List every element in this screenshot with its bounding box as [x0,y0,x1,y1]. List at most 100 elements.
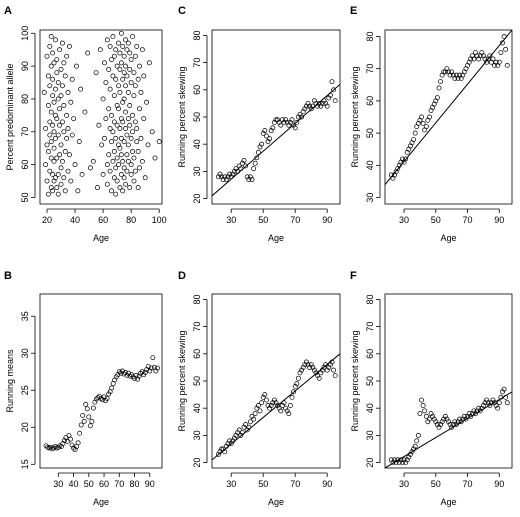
x-tick-label: 30 [399,215,409,225]
data-point [438,422,444,427]
regression-line [212,353,340,461]
data-point [308,106,314,112]
data-point [48,139,54,145]
data-point [51,60,57,66]
data-point [100,172,106,177]
data-point [427,114,432,120]
data-point [104,181,110,187]
data-point [130,129,136,135]
data-point [132,119,138,125]
panel-letter: B [4,270,12,282]
data-point [276,119,282,125]
data-point [124,47,130,53]
data-point [69,76,75,82]
data-point [265,139,271,144]
data-point [132,375,137,381]
x-tick-label: 70 [290,479,300,489]
data-point [257,408,263,414]
data-point [75,188,81,194]
data-point [127,50,133,56]
y-tick-label: 80 [20,94,30,104]
data-point [267,405,273,411]
data-point [501,386,507,392]
data-point [52,444,58,449]
data-point [109,385,115,391]
data-point [60,441,66,447]
data-point [284,119,290,125]
data-point [300,109,306,115]
data-point [62,188,68,194]
data-point [406,454,412,460]
data-point [262,128,268,134]
data-point [235,430,241,436]
data-point [43,162,49,168]
data-point [48,109,54,115]
data-point [45,103,51,108]
data-point [58,93,64,99]
data-point [123,181,128,187]
data-point [291,389,297,395]
data-point [68,178,74,184]
data-point [307,103,313,109]
data-point [66,43,72,49]
data-point [107,126,113,131]
data-point [321,364,327,370]
data-point [74,63,79,69]
data-point [44,142,50,148]
x-tick-label: 30 [399,479,409,489]
data-point [411,137,417,143]
y-tick-label: 70 [192,58,202,68]
data-point [111,93,117,99]
data-point [109,188,114,194]
data-point [135,185,141,191]
plot-frame [39,29,163,205]
data-point [58,165,64,171]
data-point [68,99,74,105]
data-point [125,40,131,46]
x-axis-label: Age [440,497,456,507]
data-point [228,441,234,446]
data-point [286,411,292,417]
data-point [289,117,295,123]
data-point [47,83,53,89]
data-point [137,106,143,112]
data-point [439,419,445,425]
y-tick-label: 60 [20,160,30,170]
data-point [124,132,130,138]
data-point [503,46,509,52]
y-tick-label: 80 [365,294,375,304]
data-point [244,174,250,180]
data-point [436,85,442,91]
data-point [106,106,112,112]
y-tick-label: 20 [192,194,202,204]
data-point [132,168,138,174]
data-point [125,158,131,164]
data-point [331,367,337,373]
data-point [51,129,57,135]
y-axis-label: Running percent skewing [177,330,187,431]
data-point [423,413,429,419]
x-axis-label: Age [268,233,284,243]
data-point [286,122,292,128]
y-tick-label: 50 [365,376,375,386]
y-tick-label: 70 [365,322,375,332]
data-point [145,142,151,148]
data-point [113,47,119,53]
data-point [84,406,90,412]
data-point [110,34,116,40]
data-point [55,191,61,197]
data-point [420,120,426,126]
x-tick-label: 80 [126,215,136,225]
data-point [420,403,426,408]
data-point [124,152,130,158]
data-point [117,66,123,72]
data-point [95,185,100,191]
y-tick-label: 40 [192,403,202,413]
data-point [123,63,128,69]
data-point [57,47,63,53]
data-point [118,116,124,122]
data-point [279,117,285,123]
data-point [315,373,321,379]
panel-letter: D [178,270,186,282]
x-tick-label: 70 [463,215,473,225]
